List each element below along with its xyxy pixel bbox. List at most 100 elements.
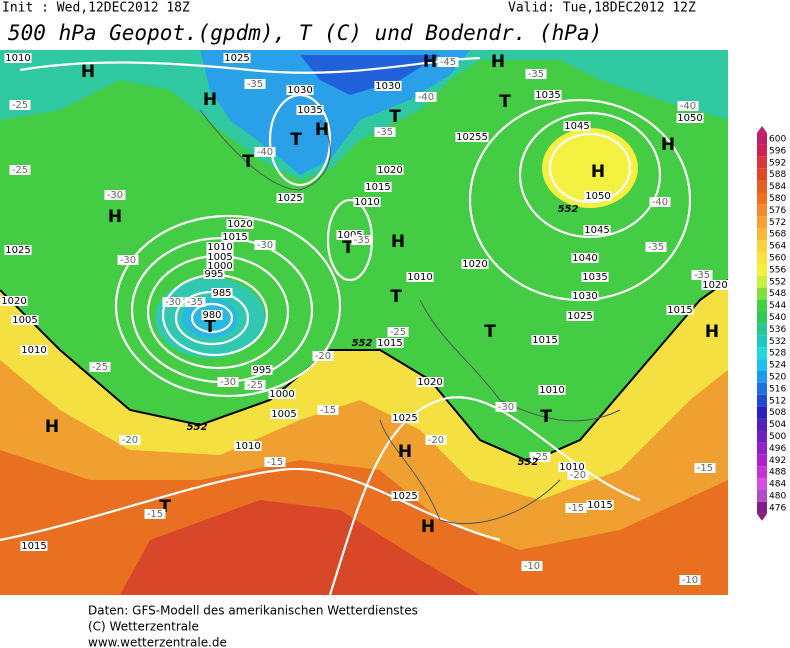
footer-line: www.wetterzentrale.de xyxy=(88,636,227,648)
isobar-label: 1015 xyxy=(532,335,557,346)
scale-swatch xyxy=(757,168,767,181)
isobar-label-box xyxy=(566,311,594,321)
scale-swatch xyxy=(757,501,767,514)
scale-swatch xyxy=(757,156,767,169)
isobar-label: 1030 xyxy=(287,85,312,96)
isobar-label: 1005 xyxy=(271,409,296,420)
contour-label: 552 xyxy=(352,338,373,349)
temperature-label: -35 xyxy=(247,79,263,90)
isobar-label-box xyxy=(455,132,489,142)
isobar-label: 1035 xyxy=(582,272,607,283)
temperature-label: -15 xyxy=(267,457,283,468)
pressure-center: T xyxy=(390,287,402,307)
temperature-label: -25 xyxy=(12,165,28,176)
temperature-label: -35 xyxy=(354,235,370,246)
isobar-label-box xyxy=(376,338,404,348)
scale-label: 572 xyxy=(769,218,786,228)
isobar-label: 1015 xyxy=(21,541,46,552)
isobar-label-box xyxy=(268,389,296,399)
temperature-label: -30 xyxy=(220,377,236,388)
pressure-center: H xyxy=(108,207,122,227)
scale-label: 532 xyxy=(769,337,786,347)
scale-label: 592 xyxy=(769,158,786,168)
contour-552 xyxy=(0,279,728,464)
temperature-label-box xyxy=(495,402,517,412)
isobar-label-box xyxy=(584,191,612,201)
temperature-label: -15 xyxy=(568,503,584,514)
temperature-label-box xyxy=(649,197,671,207)
isobar-label-box xyxy=(571,253,599,263)
isobar-label-box xyxy=(538,385,566,395)
scale-swatch xyxy=(757,228,767,241)
isobar-label: 1025 xyxy=(224,53,249,64)
isobar-label-box xyxy=(226,219,254,229)
scale-swatch xyxy=(757,216,767,229)
temperature-label-box xyxy=(104,190,126,200)
temperature-label-box xyxy=(565,503,587,513)
scale-swatch xyxy=(757,144,767,157)
pressure-center: H xyxy=(45,417,59,437)
scale-swatch xyxy=(757,406,767,419)
scale-swatch xyxy=(757,192,767,205)
scale-label: 564 xyxy=(769,242,786,252)
scale-label: 504 xyxy=(769,420,786,430)
scale-swatch xyxy=(757,323,767,336)
isobar-label-box xyxy=(11,315,39,325)
temperature-label: -40 xyxy=(257,147,273,158)
isobar-label-box xyxy=(374,81,402,91)
temperature-label: -30 xyxy=(165,297,181,308)
field-high xyxy=(542,128,638,208)
isobar-label: 1000 xyxy=(207,261,232,272)
temperature-label: -40 xyxy=(680,101,696,112)
map-title: 500 hPa Geopot.(gpdm), T (C) und Bodendr… xyxy=(8,21,602,45)
isobar-label: 1025 xyxy=(5,245,30,256)
isobar-label: 1000 xyxy=(269,389,294,400)
isobar-label: 1030 xyxy=(572,291,597,302)
isobar-label-box xyxy=(531,335,559,345)
temperature-label: -20 xyxy=(570,470,586,481)
scale-swatch xyxy=(757,394,767,407)
temperature-label-box xyxy=(312,351,334,361)
pressure-center: T xyxy=(290,130,302,150)
pressure-center: H xyxy=(398,442,412,462)
isobar-label: 995 xyxy=(252,365,271,376)
isobar-label: 1015 xyxy=(365,182,390,193)
temperature-label-box xyxy=(691,270,713,280)
init-time: Init : Wed,12DEC2012 18Z xyxy=(2,1,190,16)
scale-label: 552 xyxy=(769,277,786,287)
isobar-label: 1010 xyxy=(407,272,432,283)
isobar-label: 1025 xyxy=(277,193,302,204)
isobar-label: 1020 xyxy=(462,259,487,270)
temperature-label: -30 xyxy=(257,240,273,251)
isobar-label: 1045 xyxy=(584,225,609,236)
temperature-label-box xyxy=(254,240,276,250)
coastlines xyxy=(199,109,621,525)
scale-swatch xyxy=(757,311,767,324)
temperature-label: -35 xyxy=(528,69,544,80)
footer-line: (C) Wetterzentrale xyxy=(88,620,199,634)
isobar-label: 980 xyxy=(202,310,221,321)
temperature-label-box xyxy=(437,57,459,67)
temperature-label: -30 xyxy=(498,402,514,413)
isobar-label-box xyxy=(4,53,32,63)
temperature-label-box xyxy=(425,435,447,445)
isobar-label-box xyxy=(20,541,48,551)
temperature-label: -45 xyxy=(440,57,456,68)
scale-swatch xyxy=(757,466,767,479)
scale-swatch xyxy=(757,287,767,300)
isobar-label: 1010 xyxy=(539,385,564,396)
scale-label: 484 xyxy=(769,480,786,490)
pressure-center: H xyxy=(81,62,95,82)
temperature-label: -35 xyxy=(694,270,710,281)
temperature-label: -25 xyxy=(247,380,263,391)
isobar-label-box xyxy=(270,409,298,419)
temperature-label: -10 xyxy=(682,575,698,586)
scale-swatch xyxy=(757,490,767,502)
temperature-label: -20 xyxy=(315,351,331,362)
isobar-label: 1020 xyxy=(227,219,252,230)
scale-label: 500 xyxy=(769,432,786,442)
scale-label: 540 xyxy=(769,313,786,323)
isobar-label: 1045 xyxy=(564,121,589,132)
scale-label: 560 xyxy=(769,253,786,263)
